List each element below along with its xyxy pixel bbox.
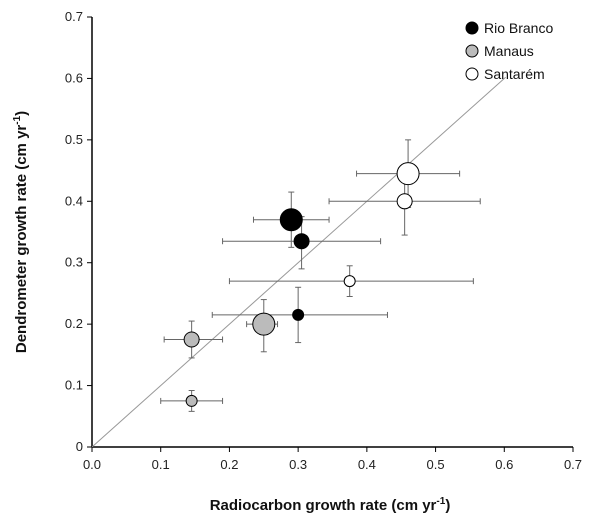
x-tick-label: 0.4 — [358, 457, 376, 472]
y-tick-label: 0.2 — [65, 316, 83, 331]
y-tick-label: 0 — [76, 439, 83, 454]
legend: Rio Branco Manaus Santarém — [465, 20, 553, 82]
legend-label-rio-branco: Rio Branco — [484, 20, 553, 36]
data-point — [292, 308, 305, 321]
points-layer — [183, 162, 420, 407]
x-tick-label: 0.2 — [220, 457, 238, 472]
x-tick-label: 0.3 — [289, 457, 307, 472]
x-tick-label: 0.5 — [427, 457, 445, 472]
legend-marker-rio-branco — [465, 21, 479, 35]
error-bars-layer — [160, 139, 481, 412]
data-point — [252, 312, 276, 336]
x-axis-title: Radiocarbon growth rate (cm yr-1) — [210, 496, 451, 514]
y-tick-label: 0.1 — [65, 378, 83, 393]
x-tick-label: 0.7 — [564, 457, 582, 472]
x-tick-label: 0.0 — [83, 457, 101, 472]
y-tick-label: 0.7 — [65, 9, 83, 24]
y-axis-title: Dendrometer growth rate (cm yr-1) — [12, 111, 30, 353]
one-to-one-line — [91, 76, 506, 448]
y-tick-label: 0.3 — [65, 255, 83, 270]
y-tick-label: 0.6 — [65, 70, 83, 85]
legend-marker-manaus — [465, 44, 479, 58]
reference-line-layer — [91, 76, 506, 448]
data-point — [293, 233, 310, 250]
data-point — [185, 394, 198, 407]
x-tick-label: 0.1 — [152, 457, 170, 472]
data-point — [183, 331, 200, 348]
plot-area — [91, 17, 573, 448]
legend-label-manaus: Manaus — [484, 43, 534, 59]
y-tick-label: 0.4 — [65, 193, 83, 208]
y-tick-label: 0.5 — [65, 132, 83, 147]
legend-marker-santarem — [465, 67, 479, 81]
data-point — [279, 208, 303, 232]
data-point — [396, 193, 413, 210]
data-point — [396, 162, 420, 186]
x-tick-label: 0.6 — [495, 457, 513, 472]
data-point — [343, 275, 356, 288]
ticks-layer: 0.0 0.1 0.2 0.3 0.4 0.5 0.6 0.7 0 0.1 0.2 0.3 0.4 0.5… — [65, 9, 582, 472]
legend-label-santarem: Santarém — [484, 66, 545, 82]
